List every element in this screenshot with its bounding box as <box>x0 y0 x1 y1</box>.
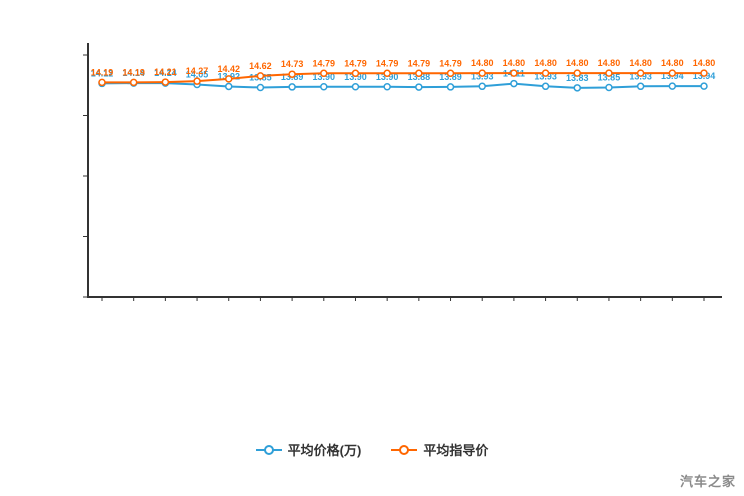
data-label: 14.80 <box>534 58 557 68</box>
data-label: 14.12 <box>91 68 114 78</box>
data-label: 14.62 <box>249 61 272 71</box>
data-point-marker[interactable] <box>700 82 708 90</box>
data-point-marker[interactable] <box>573 69 582 77</box>
data-point-marker[interactable] <box>193 77 201 85</box>
data-label: 14.79 <box>376 58 399 68</box>
data-point-marker[interactable] <box>288 83 296 91</box>
data-label: 14.19 <box>122 67 145 77</box>
data-point-marker[interactable] <box>415 83 423 91</box>
data-label: 14.42 <box>217 64 240 74</box>
data-point-marker[interactable] <box>510 79 518 88</box>
data-point-marker[interactable] <box>700 69 708 77</box>
data-label: 14.14 <box>154 68 177 78</box>
price-trend-chart: 14.1214.1414.1414.0513.9213.8513.8913.90… <box>83 43 722 301</box>
line-marker-icon <box>255 444 282 455</box>
data-point-marker[interactable] <box>383 69 391 78</box>
data-point-marker[interactable] <box>415 69 423 78</box>
data-label: 14.14 <box>122 68 145 78</box>
data-point-marker[interactable] <box>478 69 486 77</box>
data-label: 14.79 <box>439 58 462 68</box>
data-point-marker[interactable] <box>351 69 360 78</box>
data-point-marker[interactable] <box>541 82 550 91</box>
data-label: 14.80 <box>471 58 494 68</box>
data-point-marker[interactable] <box>129 78 138 87</box>
watermark-autohome: 汽车之家 <box>679 474 736 489</box>
data-label: 14.73 <box>281 59 304 69</box>
series-line-1 <box>102 72 704 84</box>
data-point-marker[interactable] <box>256 72 265 80</box>
data-label: 14.27 <box>186 66 209 76</box>
data-point-marker[interactable] <box>351 83 360 91</box>
chart-area: 14.1214.1414.1414.0513.9213.8513.8913.90… <box>83 43 722 301</box>
legend-item-average-price[interactable]: 平均价格(万) <box>255 440 362 459</box>
data-label: 14.79 <box>313 58 336 68</box>
data-point-marker[interactable] <box>668 69 677 77</box>
data-point-marker[interactable] <box>98 78 106 87</box>
data-point-marker[interactable] <box>573 84 582 92</box>
data-label: 14.80 <box>503 58 526 68</box>
data-point-marker[interactable] <box>320 83 328 91</box>
line-marker-icon <box>391 444 418 455</box>
data-point-marker[interactable] <box>605 83 613 92</box>
data-point-marker[interactable] <box>288 70 296 78</box>
chart-legend: 平均价格(万) 平均指导价 <box>0 440 744 459</box>
data-label: 13.88 <box>408 72 431 82</box>
data-point-marker[interactable] <box>224 75 233 83</box>
data-point-marker[interactable] <box>320 69 328 78</box>
data-label: 14.80 <box>566 58 589 68</box>
data-point-marker[interactable] <box>161 78 170 86</box>
data-point-marker[interactable] <box>510 69 518 77</box>
data-point-marker[interactable] <box>636 82 645 91</box>
data-point-marker[interactable] <box>605 69 613 77</box>
data-point-marker[interactable] <box>668 82 677 90</box>
data-label: 14.19 <box>91 67 114 77</box>
data-label: 14.21 <box>154 67 177 77</box>
data-label: 14.80 <box>661 58 684 68</box>
series-line-0 <box>101 82 704 89</box>
data-label: 14.80 <box>693 58 716 68</box>
data-label: 13.83 <box>566 73 589 83</box>
data-label: 14.05 <box>186 69 209 79</box>
data-point-marker[interactable] <box>541 69 550 77</box>
legend-label: 平均指导价 <box>423 443 489 458</box>
data-point-marker[interactable] <box>256 83 265 92</box>
data-point-marker[interactable] <box>224 82 233 91</box>
data-point-marker[interactable] <box>446 69 455 78</box>
data-point-marker[interactable] <box>636 69 645 77</box>
data-point-marker[interactable] <box>478 82 486 91</box>
data-label: 14.80 <box>598 58 621 68</box>
data-point-marker[interactable] <box>383 83 391 91</box>
data-label: 14.79 <box>408 58 431 68</box>
legend-label: 平均价格(万) <box>287 443 362 458</box>
data-point-marker[interactable] <box>446 83 455 91</box>
data-label: 14.80 <box>629 58 652 68</box>
data-label: 13.85 <box>598 73 621 83</box>
legend-item-guide-price[interactable]: 平均指导价 <box>391 440 488 459</box>
data-label: 14.79 <box>344 58 367 68</box>
